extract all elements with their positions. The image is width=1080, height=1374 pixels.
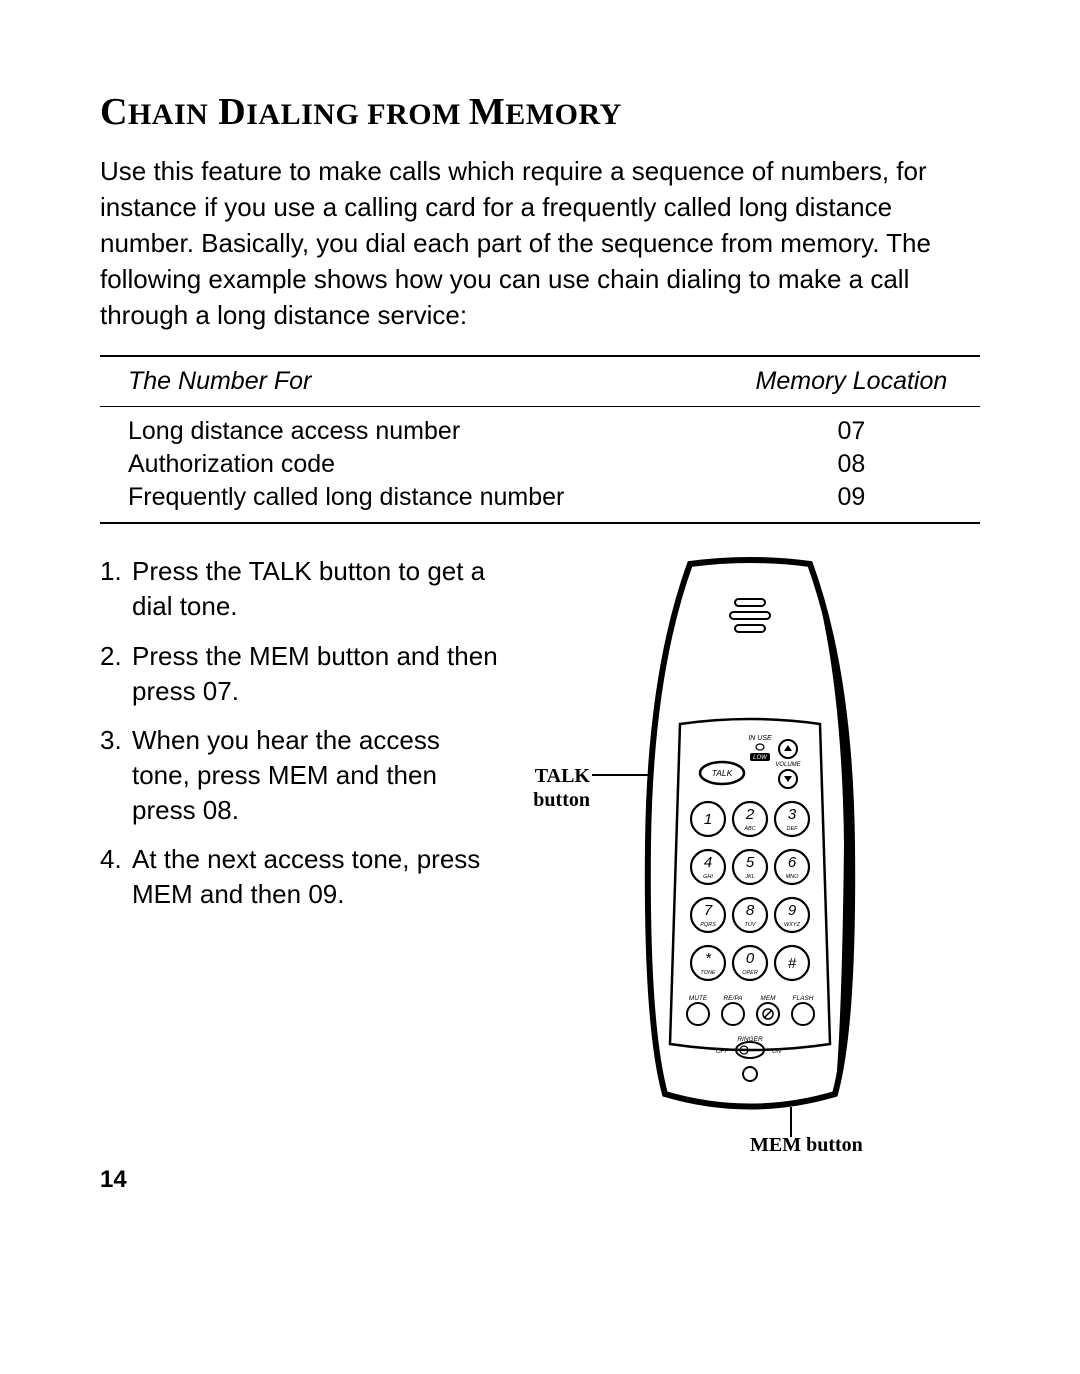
step-item: Press the MEM button and then press 07. [100,639,500,709]
phone-illustration: IN USE LOW VOLUME TALK 1 2 ABC 3 DEF 4 GHI 5 JKL… [620,554,880,1124]
step-item: Press the TALK button to get a dial tone… [100,554,500,624]
svg-text:4: 4 [704,854,712,871]
svg-text:RE/PA: RE/PA [723,995,742,1002]
phone-figure: TALK button IN USE LOW VOLUME [510,554,980,1174]
svg-text:WXYZ: WXYZ [784,922,801,928]
svg-text:1: 1 [704,811,712,828]
page-title: CHAIN DIALING FROM MEMORY [100,90,980,134]
volume-text: VOLUME [775,762,801,768]
svg-text:#: # [788,955,797,972]
svg-text:6: 6 [788,854,797,871]
svg-text:9: 9 [788,902,797,919]
svg-text:GHI: GHI [703,874,713,880]
talk-text: TALK [712,768,733,778]
svg-text:8: 8 [746,902,755,919]
svg-text:2: 2 [745,806,755,823]
svg-text:OPER: OPER [742,970,758,976]
intro-paragraph: Use this feature to make calls which req… [100,154,980,333]
svg-text:MNO: MNO [786,874,800,880]
svg-text:TUV: TUV [745,922,757,928]
svg-text:MEM: MEM [760,995,776,1002]
table-header-1: The Number For [100,356,723,407]
table-row: Long distance access number 07 [100,407,980,449]
svg-text:3: 3 [788,806,797,823]
talk-button-label: TALK button [510,764,590,812]
step-item: When you hear the access tone, press MEM… [100,723,500,828]
svg-text:FLASH: FLASH [793,995,814,1002]
in-use-text: IN USE [748,735,772,742]
table-row: Frequently called long distance number 0… [100,481,980,523]
svg-text:PQRS: PQRS [700,922,716,928]
svg-text:5: 5 [746,854,755,871]
mem-button-label: MEM button [750,1134,863,1157]
svg-text:ABC: ABC [743,826,755,832]
svg-text:TONE: TONE [700,970,716,976]
step-item: At the next access tone, press MEM and t… [100,842,500,912]
mem-leader-line [790,1107,792,1137]
svg-text:JKL: JKL [744,874,754,880]
low-text: LOW [753,755,768,761]
table-row: Authorization code 08 [100,448,980,481]
svg-text:ON: ON [772,1049,782,1055]
svg-text:MUTE: MUTE [689,995,708,1002]
memory-table: The Number For Memory Location Long dist… [100,355,980,524]
svg-text:DEF: DEF [787,826,799,832]
svg-text:0: 0 [746,950,755,967]
svg-text:7: 7 [704,902,713,919]
steps-list: Press the TALK button to get a dial tone… [100,554,500,926]
page-number: 14 [100,1166,127,1194]
svg-text:OFF: OFF [716,1049,728,1055]
table-header-2: Memory Location [723,356,980,407]
